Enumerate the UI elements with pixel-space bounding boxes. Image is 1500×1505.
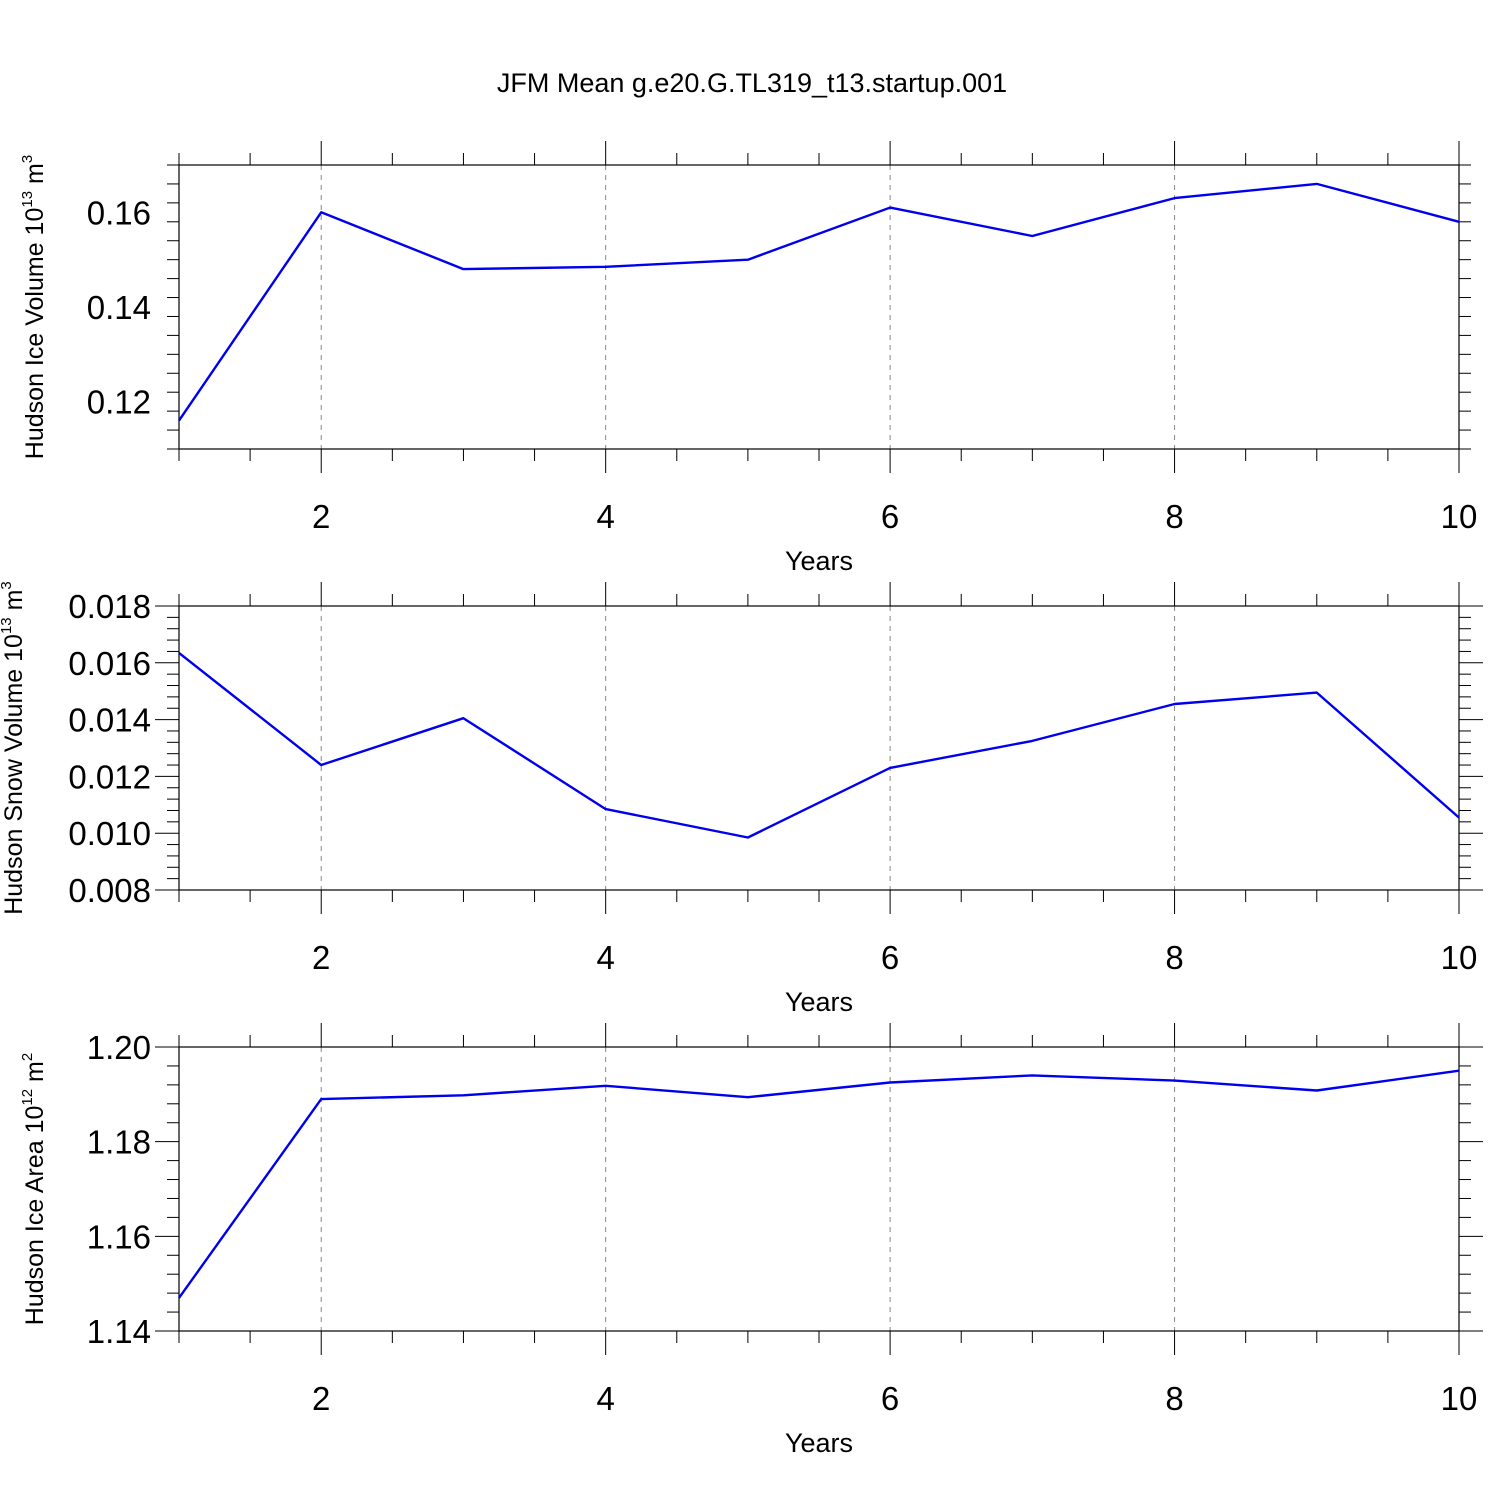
x-tick-label: 8 (1165, 1380, 1183, 1417)
x-tick-label: 2 (312, 939, 330, 976)
x-tick-label: 8 (1165, 498, 1183, 535)
plot-frame (178, 164, 1460, 450)
y-label-exponent: 13 (0, 617, 15, 634)
x-tick-label: 4 (596, 498, 614, 535)
y-tick-label: 1.16 (87, 1218, 151, 1255)
y-label-base: Hudson Snow Volume 10 (0, 634, 28, 915)
x-tick-label: 10 (1441, 939, 1478, 976)
series-line (178, 651, 1460, 839)
y-tick-label: 0.14 (87, 289, 151, 326)
x-tick-label: 8 (1165, 939, 1183, 976)
y-axis-label: Hudson Ice Volume 1013 m3 (19, 155, 49, 459)
panel-2: 2 4 6 8 10 0.008 0.010 0.012 0.014 0.016 0.018 Year… (0, 581, 1483, 1017)
y-tick-label: 1.18 (87, 1124, 151, 1161)
y-tick-label: 0.008 (68, 872, 151, 909)
x-tick-label: 2 (312, 498, 330, 535)
y-axis-label: Hudson Snow Volume 1013 m3 (0, 581, 28, 915)
y-axis-label: Hudson Ice Area 1012 m2 (19, 1053, 49, 1325)
y-label-unit: m (0, 590, 28, 618)
y-label-unit: m (21, 163, 49, 191)
y-label-base: Hudson Ice Volume 10 (21, 208, 49, 460)
y-label-unit-exponent: 3 (19, 155, 36, 163)
y-tick-label: 0.014 (68, 702, 151, 739)
x-tick-label: 6 (881, 498, 899, 535)
x-tick-label: 4 (596, 939, 614, 976)
x-axis-label: Years (785, 546, 853, 576)
y-tick-label: 0.012 (68, 758, 151, 795)
y-tick-label: 0.16 (87, 194, 151, 231)
x-tick-label: 4 (596, 1380, 614, 1417)
y-tick-label: 0.010 (68, 815, 151, 852)
x-tick-label: 10 (1441, 1380, 1478, 1417)
y-tick-label: 0.016 (68, 645, 151, 682)
y-label-unit: m (21, 1061, 49, 1089)
y-label-exponent: 12 (19, 1089, 36, 1106)
chart-title: JFM Mean g.e20.G.TL319_t13.startup.001 (497, 68, 1007, 98)
x-axis-label: Years (785, 1428, 853, 1458)
x-axis-label: Years (785, 987, 853, 1017)
y-label-base: Hudson Ice Area 10 (21, 1106, 49, 1326)
x-tick-label: 6 (881, 1380, 899, 1417)
x-tick-label: 2 (312, 1380, 330, 1417)
series-line (178, 182, 1460, 422)
panel-1: 2 4 6 8 10 0.12 0.14 0.16 Years Hudson Ice Volume… (19, 141, 1477, 576)
y-tick-label: 1.20 (87, 1029, 151, 1066)
y-tick-label: 0.018 (68, 588, 151, 625)
y-label-unit-exponent: 2 (19, 1053, 36, 1061)
y-tick-label: 1.14 (87, 1313, 151, 1350)
y-tick-label: 0.12 (87, 384, 151, 421)
y-label-exponent: 13 (19, 191, 36, 208)
y-label-unit-exponent: 3 (0, 581, 15, 589)
x-tick-label: 10 (1441, 498, 1478, 535)
x-tick-label: 6 (881, 939, 899, 976)
series-line (178, 1069, 1460, 1299)
panel-3: 2 4 6 8 10 1.14 1.16 1.18 1.20 Years Hudson Ice Ar… (19, 1023, 1483, 1458)
